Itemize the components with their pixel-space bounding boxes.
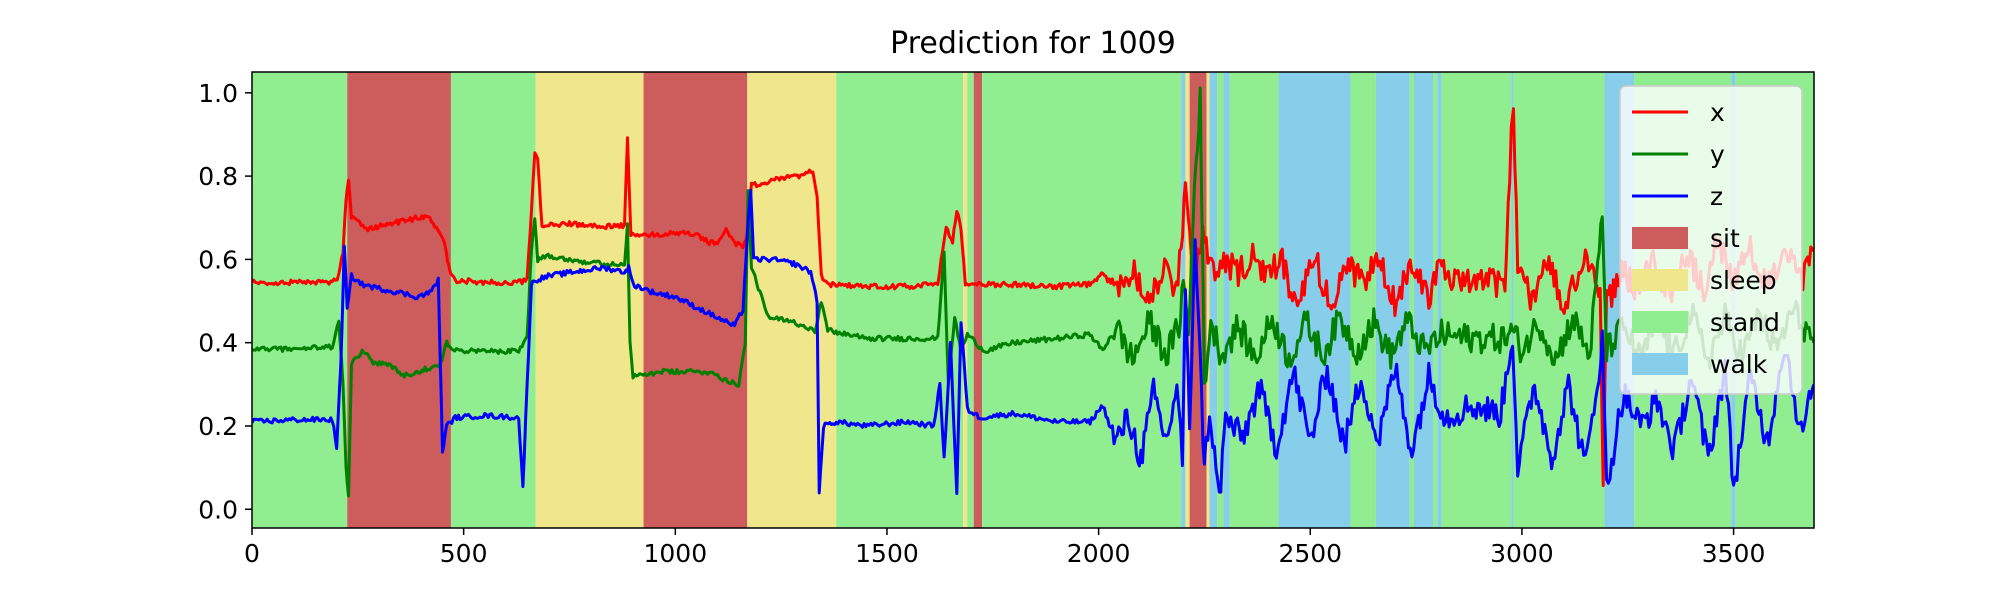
legend-label-stand: stand	[1710, 308, 1780, 337]
band-stand	[252, 72, 348, 528]
band-walk	[1437, 72, 1442, 528]
x-tick-label: 1500	[855, 539, 919, 568]
band-walk	[1181, 72, 1186, 528]
band-stand	[1217, 72, 1224, 528]
band-walk	[1278, 72, 1351, 528]
legend-label-x: x	[1710, 98, 1725, 127]
band-sit	[643, 72, 748, 528]
x-tick-label: 2000	[1067, 539, 1131, 568]
band-walk	[1511, 72, 1514, 528]
band-sit	[973, 72, 983, 528]
signal-lines	[252, 86, 1814, 498]
band-sleep	[1206, 72, 1210, 528]
y-tick-label: 0.8	[198, 162, 238, 191]
x-tick-label: 0	[244, 539, 260, 568]
legend-swatch-stand	[1632, 311, 1688, 333]
legend-swatch-sit	[1632, 227, 1688, 249]
legend-swatch-sleep	[1632, 269, 1688, 291]
band-sleep	[535, 72, 644, 528]
band-sleep	[747, 72, 837, 528]
band-stand	[1433, 72, 1438, 528]
series-line-x	[252, 107, 1814, 487]
y-axis: 0.0 0.2 0.4 0.6 0.8 1.0	[198, 79, 252, 524]
band-stand	[1441, 72, 1512, 528]
x-axis: 0 500 1000 1500 2000 2500 3000 3500	[244, 528, 1765, 568]
y-tick-label: 0.4	[198, 329, 238, 358]
series-line-z	[252, 188, 1814, 495]
band-sleep	[1185, 72, 1190, 528]
band-stand	[1229, 72, 1279, 528]
legend-label-y: y	[1710, 140, 1725, 169]
legend-label-sleep: sleep	[1710, 266, 1777, 295]
series-line-y	[252, 86, 1814, 498]
y-tick-label: 1.0	[198, 79, 238, 108]
band-sit	[347, 72, 451, 528]
x-tick-label: 1000	[643, 539, 707, 568]
band-walk	[1223, 72, 1230, 528]
x-tick-label: 3000	[1490, 539, 1554, 568]
band-stand	[1409, 72, 1414, 528]
band-sleep	[963, 72, 968, 528]
x-tick-label: 500	[440, 539, 488, 568]
y-tick-label: 0.2	[198, 412, 238, 441]
legend-swatch-walk	[1632, 353, 1688, 375]
y-tick-label: 0.0	[198, 495, 238, 524]
legend-label-z: z	[1710, 182, 1723, 211]
legend: xyz sit sleep stand walk	[1619, 85, 1803, 395]
activity-bands	[252, 72, 1814, 528]
band-walk	[1209, 72, 1218, 528]
legend-label-walk: walk	[1710, 350, 1768, 379]
band-stand	[1350, 72, 1376, 528]
legend-label-sit: sit	[1710, 224, 1740, 253]
plot-frame	[251, 71, 1815, 529]
chart-title: Prediction for 1009	[890, 26, 1176, 61]
x-tick-label: 2500	[1278, 539, 1342, 568]
band-stand	[967, 72, 974, 528]
y-tick-label: 0.6	[198, 245, 238, 274]
x-tick-label: 3500	[1702, 539, 1766, 568]
